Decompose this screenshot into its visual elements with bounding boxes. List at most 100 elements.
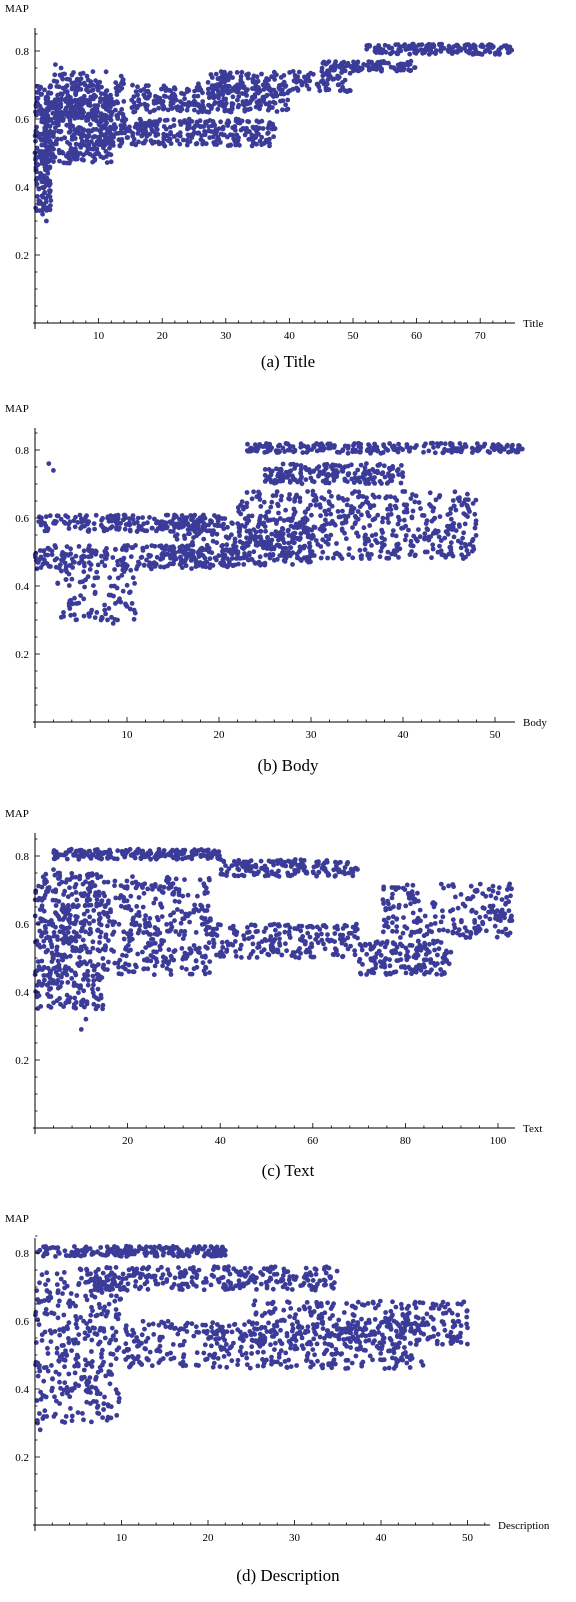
data-point xyxy=(480,44,486,50)
data-point xyxy=(453,528,459,533)
data-point xyxy=(105,879,111,885)
data-point xyxy=(95,562,101,568)
data-point xyxy=(378,548,384,554)
data-point xyxy=(84,519,90,524)
data-point xyxy=(251,489,256,495)
data-point xyxy=(252,533,258,539)
data-point xyxy=(39,967,45,972)
data-point xyxy=(171,123,177,128)
data-points xyxy=(32,41,515,224)
data-point xyxy=(287,443,293,449)
data-point xyxy=(340,932,346,938)
data-point xyxy=(214,926,220,932)
data-point xyxy=(152,564,158,569)
data-point xyxy=(365,510,370,515)
data-point xyxy=(377,959,383,965)
data-point xyxy=(58,96,64,101)
data-point xyxy=(266,122,272,128)
data-point xyxy=(183,546,189,551)
data-point xyxy=(72,524,78,530)
data-point xyxy=(319,65,325,71)
data-point xyxy=(445,531,451,537)
data-point xyxy=(367,523,373,528)
data-point xyxy=(165,107,171,113)
data-point xyxy=(183,563,189,569)
data-point xyxy=(262,479,268,484)
data-point xyxy=(283,941,288,947)
data-point xyxy=(78,525,83,531)
data-point xyxy=(102,563,108,569)
data-point xyxy=(344,89,350,95)
data-point xyxy=(202,129,207,134)
data-point xyxy=(53,910,59,916)
data-point xyxy=(284,107,289,113)
data-point xyxy=(102,893,107,899)
data-point xyxy=(345,471,351,477)
data-point xyxy=(35,921,41,926)
data-point xyxy=(340,469,346,474)
data-point xyxy=(203,954,208,960)
data-point xyxy=(126,948,131,954)
data-point xyxy=(41,110,47,116)
data-point xyxy=(44,218,49,224)
data-point xyxy=(80,553,86,559)
data-point xyxy=(320,471,325,476)
data-point xyxy=(334,541,339,546)
data-point xyxy=(241,546,247,551)
data-point xyxy=(80,851,86,856)
data-point xyxy=(132,109,138,114)
data-point xyxy=(268,937,273,942)
data-point xyxy=(84,143,90,149)
data-point xyxy=(64,544,70,549)
data-point xyxy=(384,481,390,486)
y-tick-label: 0.4 xyxy=(15,182,29,194)
data-point xyxy=(63,107,68,113)
data-point xyxy=(67,121,73,127)
data-point xyxy=(166,886,172,891)
data-point xyxy=(97,118,103,124)
data-point xyxy=(93,548,98,554)
data-point xyxy=(498,445,504,451)
data-point xyxy=(53,969,59,975)
data-point xyxy=(355,516,361,522)
data-point xyxy=(448,447,454,453)
data-point xyxy=(112,883,117,889)
data-point xyxy=(355,509,361,514)
data-point xyxy=(303,477,309,482)
data-point xyxy=(210,119,216,124)
data-point xyxy=(103,934,109,940)
data-point xyxy=(62,966,67,972)
data-point xyxy=(168,852,174,858)
data-point xyxy=(86,113,92,119)
data-point xyxy=(46,921,52,927)
data-point xyxy=(460,556,466,561)
data-point xyxy=(225,88,231,93)
data-point xyxy=(119,85,125,91)
data-point xyxy=(168,953,174,959)
data-point xyxy=(171,957,177,963)
data-point xyxy=(382,958,387,963)
data-point xyxy=(47,970,53,976)
data-point xyxy=(456,522,462,528)
data-point xyxy=(295,863,300,868)
data-point xyxy=(182,932,187,938)
data-point xyxy=(395,51,401,57)
data-point xyxy=(60,917,66,922)
data-point xyxy=(172,948,178,953)
data-point xyxy=(108,124,113,130)
data-point xyxy=(305,930,311,936)
data-point xyxy=(269,92,274,97)
data-point xyxy=(126,124,132,130)
data-point xyxy=(176,887,182,893)
data-point xyxy=(112,878,118,884)
data-point xyxy=(175,851,181,857)
data-point xyxy=(52,557,58,563)
data-point xyxy=(56,962,62,968)
data-point xyxy=(81,560,87,566)
data-point xyxy=(426,537,432,543)
data-point xyxy=(74,156,80,162)
data-point xyxy=(220,549,225,554)
data-point xyxy=(168,96,174,101)
data-point xyxy=(42,977,47,983)
data-point xyxy=(430,42,436,47)
